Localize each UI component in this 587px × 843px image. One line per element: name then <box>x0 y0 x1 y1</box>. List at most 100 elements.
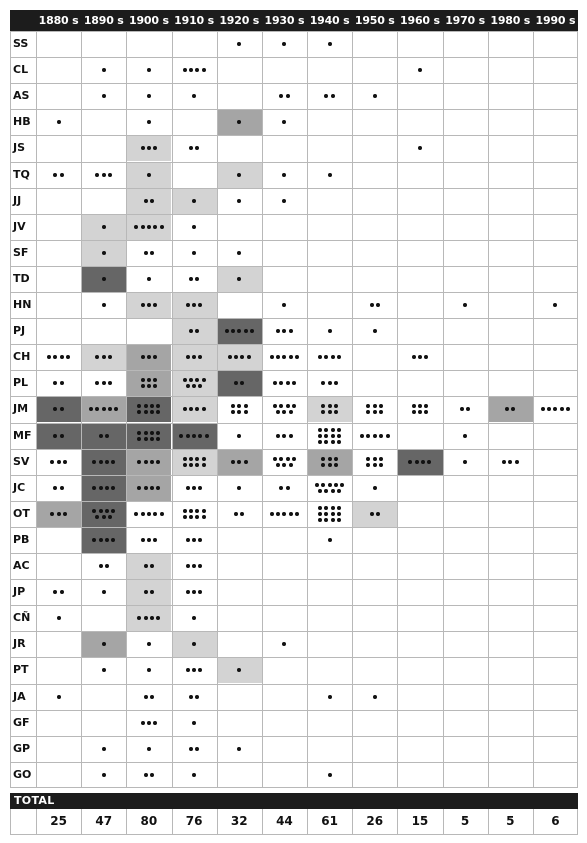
dot-cell <box>126 109 171 135</box>
dot-mark <box>337 511 342 516</box>
grid-hline <box>10 709 578 711</box>
dot-mark <box>195 514 200 519</box>
dot-mark <box>156 410 161 415</box>
dot-mark <box>372 433 377 438</box>
total-divider <box>81 809 83 834</box>
dot-mark <box>62 459 67 464</box>
dot-mark <box>318 355 323 360</box>
dot-mark <box>56 511 61 516</box>
dot-mark <box>288 433 293 438</box>
dot-mark <box>143 404 148 409</box>
dot-cell <box>126 762 171 788</box>
dot-mark <box>559 407 564 412</box>
dot-cell <box>126 605 171 631</box>
grid-vline <box>216 31 218 788</box>
dot-mark <box>427 459 432 464</box>
dot-mark <box>318 517 323 522</box>
dot-mark <box>188 329 193 334</box>
dot-mark <box>282 172 287 177</box>
dot-mark <box>98 485 103 490</box>
total-value: 44 <box>276 814 293 828</box>
dot-cell <box>172 605 217 631</box>
dot-mark <box>95 514 100 519</box>
cell-shade <box>216 370 262 397</box>
dot-mark <box>137 404 142 409</box>
dot-cell <box>172 553 217 579</box>
dot-cell <box>262 501 307 527</box>
dot-mark <box>324 94 329 99</box>
dot-cell <box>217 318 262 344</box>
dot-mark <box>318 427 323 432</box>
dot-mark <box>417 146 422 151</box>
dot-cell <box>217 657 262 683</box>
dot-mark <box>146 378 151 383</box>
dot-mark <box>285 485 290 490</box>
dot-cell <box>81 501 126 527</box>
dot-mark <box>182 508 187 513</box>
dot-mark <box>140 355 145 360</box>
row-label: JR <box>13 637 26 651</box>
dot-mark <box>417 404 422 409</box>
dot-mark <box>198 433 203 438</box>
dot-cell <box>81 344 126 370</box>
dot-mark <box>143 250 148 255</box>
grid-vline <box>36 31 37 788</box>
dot-mark <box>379 433 384 438</box>
dot-mark <box>288 355 293 360</box>
grid-vline <box>126 31 128 788</box>
dot-mark <box>150 410 155 415</box>
dot-cell <box>172 396 217 422</box>
dot-cell <box>81 83 126 109</box>
dot-mark <box>282 410 287 415</box>
dot-mark <box>140 146 145 151</box>
dot-mark <box>330 511 335 516</box>
dot-cell <box>81 396 126 422</box>
dot-mark <box>53 590 58 595</box>
dot-cell <box>172 501 217 527</box>
dot-mark <box>140 224 145 229</box>
dot-mark <box>188 378 193 383</box>
dot-cell <box>307 762 352 788</box>
dot-mark <box>143 410 148 415</box>
dot-mark <box>327 42 332 47</box>
dot-mark <box>417 68 422 73</box>
dot-cell <box>217 396 262 422</box>
dot-mark <box>333 381 338 386</box>
row-label: CH <box>13 350 31 364</box>
dot-cell <box>262 162 307 188</box>
dot-mark <box>340 482 345 487</box>
dot-mark <box>50 511 55 516</box>
dot-mark <box>198 303 203 308</box>
dot-cell <box>36 501 81 527</box>
grid-hline <box>10 318 578 320</box>
dot-mark <box>337 488 342 493</box>
dot-mark <box>156 616 161 621</box>
decade-header: 1970 s <box>445 14 485 27</box>
dot-cell <box>217 162 262 188</box>
grid-hline <box>10 213 578 215</box>
dot-cell <box>126 188 171 214</box>
dot-mark <box>511 407 516 412</box>
dot-mark <box>366 462 371 467</box>
dot-mark <box>279 404 284 409</box>
dot-mark <box>137 616 142 621</box>
decade-header: 1980 s <box>490 14 531 27</box>
decade-header: 1880 s <box>38 14 79 27</box>
dot-mark <box>291 456 296 461</box>
dot-mark <box>150 430 155 435</box>
grid-hline <box>10 735 578 737</box>
dot-cell <box>126 162 171 188</box>
grid-hline <box>10 239 578 241</box>
dot-mark <box>375 511 380 516</box>
dot-cell <box>36 396 81 422</box>
dot-mark <box>159 224 164 229</box>
grid-hline <box>10 161 578 163</box>
dot-cell <box>172 657 217 683</box>
dot-cell <box>36 423 81 449</box>
total-divider <box>307 809 309 834</box>
dot-cell <box>126 631 171 657</box>
dot-mark <box>501 459 506 464</box>
cell-shade <box>81 526 127 553</box>
cell-shade <box>36 422 82 449</box>
dot-mark <box>379 404 384 409</box>
